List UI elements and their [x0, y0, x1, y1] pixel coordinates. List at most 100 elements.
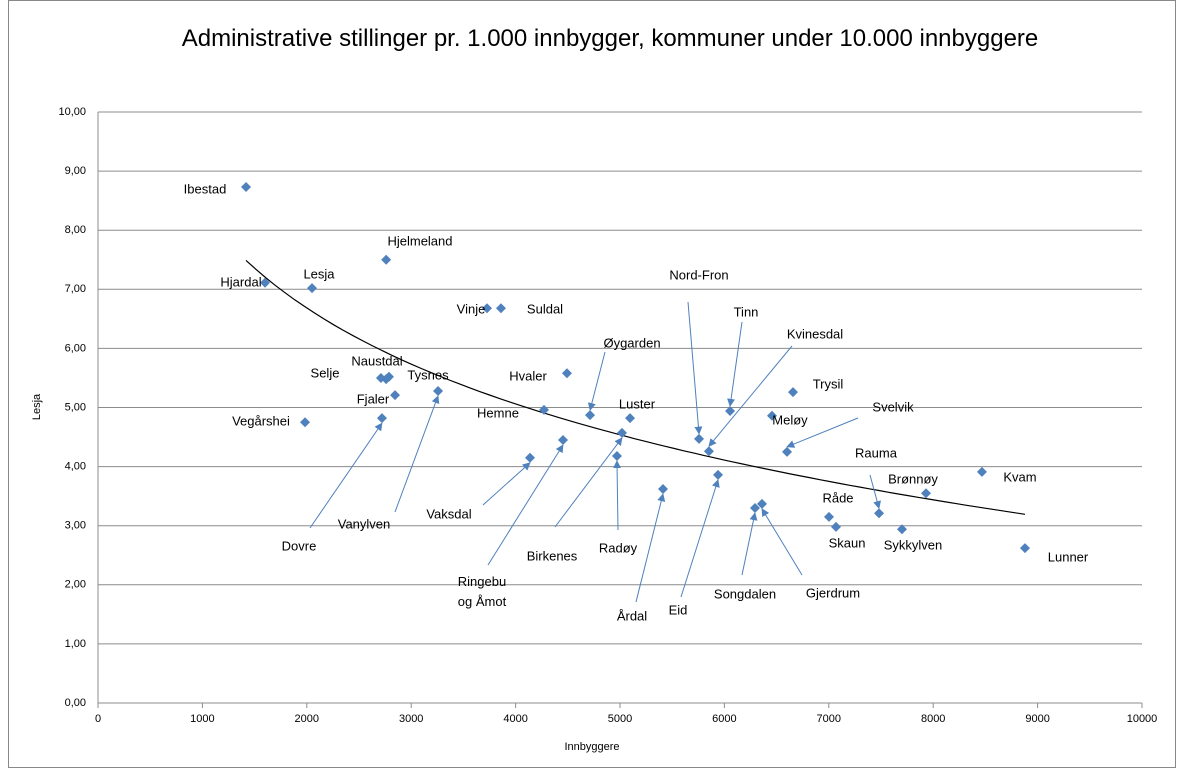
x-tick-label: 10000: [1127, 713, 1158, 725]
label-arrow: [727, 321, 743, 407]
point-label: Vaksdal: [426, 506, 471, 521]
x-tick-label: 0: [95, 713, 101, 725]
point-label: Selje: [311, 365, 340, 380]
y-tick-label: 5,00: [65, 401, 86, 413]
y-tick-label: 0,00: [65, 697, 86, 709]
point-label: Gjerdrum: [806, 585, 860, 600]
point: [300, 417, 311, 428]
point-label: Vegårshei: [232, 413, 290, 428]
point-label: Songdalen: [714, 586, 776, 601]
chart-border: [8, 0, 1176, 768]
x-tick-label: 5000: [608, 713, 632, 725]
label-arrow: [635, 493, 666, 603]
point-label: Fjaler: [357, 391, 390, 406]
point-label: Trysil: [813, 376, 844, 391]
trendline: [245, 259, 1026, 515]
point-label: Meløy: [772, 412, 808, 427]
point: [824, 511, 835, 522]
point: [703, 446, 714, 457]
y-tick-label: 4,00: [65, 461, 86, 473]
point: [557, 435, 568, 446]
point-label: Vinje: [457, 301, 486, 316]
point-label: Hjardal: [220, 274, 261, 289]
label-arrow: [761, 508, 803, 576]
label-arrow: [708, 345, 793, 447]
point-label: Lunner: [1048, 549, 1089, 564]
label-arrow: [554, 437, 623, 528]
label-arrow: [786, 417, 859, 448]
point: [782, 446, 793, 457]
point-label: Sykkylven: [884, 537, 943, 552]
x-tick-label: 2000: [295, 713, 319, 725]
point-label: Årdal: [617, 608, 647, 623]
label-arrow: [680, 479, 720, 598]
point: [1019, 543, 1030, 554]
x-tick-label: 3000: [399, 713, 423, 725]
point: [767, 410, 778, 421]
point-label: Brønnøy: [888, 471, 938, 486]
point-label: Naustdal: [351, 353, 402, 368]
x-axis-label: Innbyggere: [564, 741, 619, 753]
point-label: Rauma: [855, 445, 898, 460]
point-label: Hemne: [477, 405, 519, 420]
point: [241, 182, 252, 193]
point-label: Skaun: [829, 535, 866, 550]
x-tick-label: 9000: [1025, 713, 1049, 725]
point: [585, 410, 596, 421]
label-arrow: [394, 395, 440, 513]
point-label: Tinn: [734, 304, 759, 319]
point: [495, 303, 506, 314]
point-label: Hvaler: [509, 368, 547, 383]
x-tick-label: 1000: [190, 713, 214, 725]
label-arrow: [487, 444, 564, 566]
point: [611, 450, 622, 461]
point: [756, 498, 767, 509]
point-label: Dovre: [282, 538, 317, 553]
point-label: Svelvik: [872, 399, 914, 414]
point: [561, 368, 572, 379]
y-tick-label: 9,00: [65, 165, 86, 177]
point: [787, 387, 798, 398]
point: [375, 372, 386, 383]
label-arrow: [613, 460, 622, 531]
point-label: Nord-Fron: [669, 267, 728, 282]
point-label: Birkenes: [527, 548, 578, 563]
point: [896, 524, 907, 535]
point: [481, 303, 492, 314]
label-arrow: [482, 462, 531, 506]
point: [694, 433, 705, 444]
point: [749, 502, 760, 513]
chart-title: Administrative stillinger pr. 1.000 innb…: [181, 25, 1039, 52]
y-tick-label: 10,00: [58, 106, 86, 118]
point: [713, 469, 724, 480]
point: [538, 404, 549, 415]
x-tick-label: 4000: [503, 713, 527, 725]
point-label: Kvinesdal: [787, 326, 843, 341]
label-arrow: [687, 301, 703, 435]
label-arrow: [741, 512, 758, 576]
label-arrow: [309, 422, 383, 529]
point-label: Ibestad: [184, 181, 227, 196]
y-axis-label: Lesja: [31, 393, 43, 420]
point-label: Ringebu og Åmot: [458, 574, 507, 609]
point: [433, 385, 444, 396]
point: [725, 406, 736, 417]
point: [976, 466, 987, 477]
point: [390, 390, 401, 401]
x-tick-label: 7000: [817, 713, 841, 725]
point: [874, 508, 885, 519]
point: [525, 452, 536, 463]
y-tick-label: 6,00: [65, 342, 86, 354]
point-label: Kvam: [1003, 469, 1036, 484]
point-label: Øygarden: [603, 335, 660, 350]
y-tick-label: 2,00: [65, 579, 86, 591]
point: [307, 283, 318, 294]
point: [625, 413, 636, 424]
x-tick-label: 6000: [712, 713, 736, 725]
y-tick-label: 3,00: [65, 520, 86, 532]
point-label: Tysnes: [407, 367, 449, 382]
point: [920, 488, 931, 499]
point-label: Luster: [619, 396, 656, 411]
point-label: Radøy: [599, 540, 638, 555]
